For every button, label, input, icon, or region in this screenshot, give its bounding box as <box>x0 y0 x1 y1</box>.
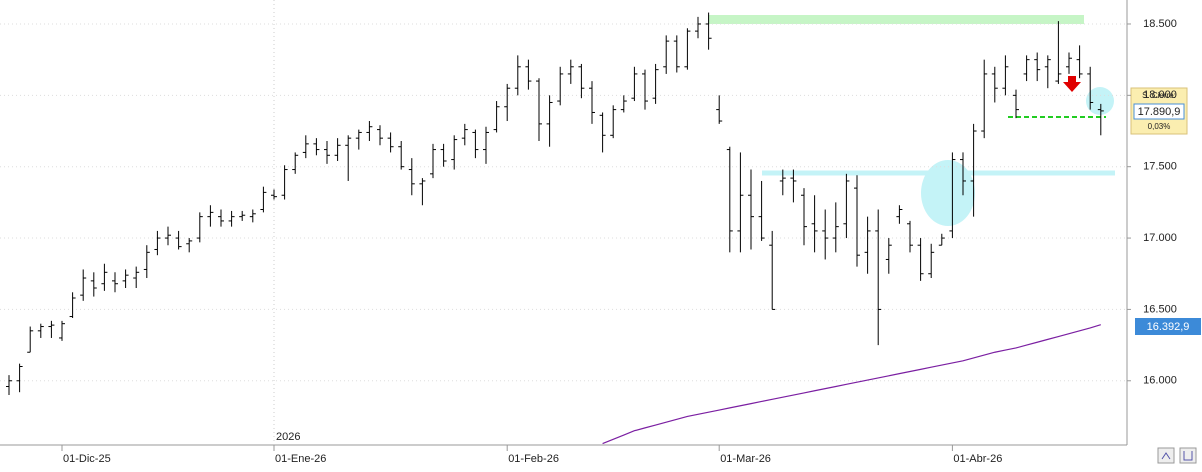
x-tick-label: 01-Dic-25 <box>63 453 111 465</box>
y-tick-label: 17.000 <box>1143 232 1177 244</box>
y-tick-label: 16.500 <box>1143 303 1177 315</box>
down-arrow <box>1063 76 1081 92</box>
close-price-box <box>1133 103 1185 120</box>
y-tick-label: 18.000 <box>1143 89 1177 101</box>
x-tick-label: 01-Abr-26 <box>953 453 1002 465</box>
resistance-zone <box>708 15 1084 24</box>
y-tick-label: 16.000 <box>1143 375 1177 387</box>
plot: 01-Dic-25 01-Ene-26 2026 01-Feb-26 01-Mar-26… <box>0 0 1127 465</box>
close-change: 0,03% <box>1148 122 1171 131</box>
y-tick-label: 17.500 <box>1143 161 1177 173</box>
close-title: S. Cierre: <box>1142 91 1176 100</box>
ma-price: 16.392,9 <box>1147 321 1190 333</box>
toolbar-icon <box>1161 451 1193 461</box>
ma-price-box <box>1135 318 1201 335</box>
y-tick-label: 18.500 <box>1143 18 1177 30</box>
toolbar-button[interactable] <box>1179 447 1197 464</box>
x-tick-label: 01-Feb-26 <box>508 453 559 465</box>
toolbar-button[interactable] <box>1157 447 1175 464</box>
year-label: 2026 <box>276 431 300 443</box>
x-tick-label: 01-Ene-26 <box>275 453 326 465</box>
highlight-circle <box>1086 87 1114 115</box>
highlight-circle <box>921 160 975 226</box>
x-tick-label: 01-Mar-26 <box>720 453 771 465</box>
moving-average-line <box>602 324 1101 445</box>
close-price: 17.890,9 <box>1138 106 1181 118</box>
